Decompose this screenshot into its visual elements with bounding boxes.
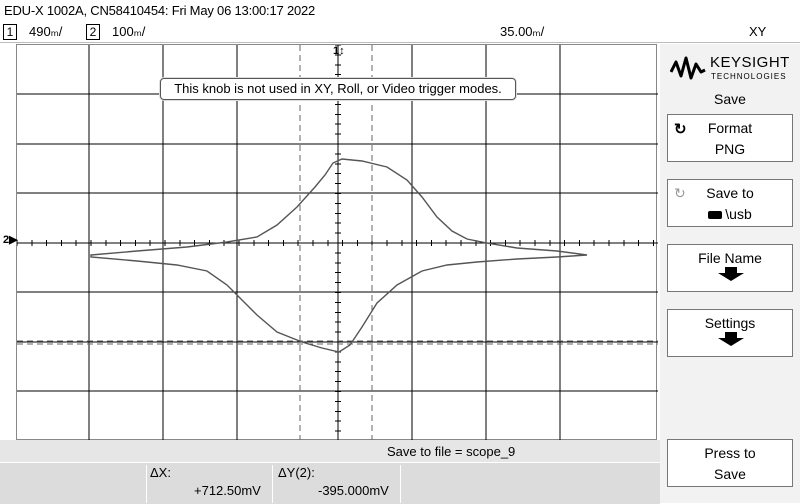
knob-warning-message: This knob is not used in XY, Roll, or Vi… bbox=[160, 78, 516, 100]
horizontal-mode: XY bbox=[749, 24, 767, 39]
bottom-panel: Save to file = scope_9 ΔX: +712.50mV ΔY(… bbox=[0, 440, 660, 504]
press-to-value: Save bbox=[714, 466, 746, 482]
format-label: Format bbox=[707, 120, 753, 136]
menu-title: Save bbox=[714, 91, 746, 107]
window-title: EDU-X 1002A, CN58410454: Fri May 06 13:0… bbox=[4, 3, 316, 18]
ch1-marker-label: 1 bbox=[333, 45, 340, 57]
ch1-ground-marker[interactable]: 1↕ bbox=[333, 45, 345, 57]
delta-y-value: -395.000mV bbox=[318, 483, 389, 498]
file-name-softkey[interactable]: File Name bbox=[667, 244, 793, 292]
settings-softkey[interactable]: Settings bbox=[667, 309, 793, 357]
submenu-arrow-icon bbox=[718, 332, 744, 346]
channel2-indicator[interactable]: 2 bbox=[86, 24, 100, 40]
rotate-knob-icon: ↻ bbox=[674, 185, 686, 201]
divider bbox=[146, 465, 147, 503]
status-bar: 1 490ₘ/ 2 100ₘ/ 35.00ₘ/ XY bbox=[0, 22, 800, 43]
ch2-marker-icon: ▶ bbox=[9, 234, 18, 246]
divider bbox=[272, 465, 273, 503]
brand-name: KEYSIGHT bbox=[710, 54, 790, 71]
softkey-panel: KEYSIGHT TECHNOLOGIES Save ↻ Format PNG … bbox=[660, 44, 800, 503]
channel2-scale: 100ₘ/ bbox=[112, 24, 146, 39]
press-to-save-softkey[interactable]: Press to Save bbox=[667, 439, 793, 487]
submenu-arrow-icon bbox=[718, 267, 744, 281]
delta-x-label: ΔX: bbox=[150, 465, 171, 480]
format-softkey[interactable]: ↻ Format PNG bbox=[667, 114, 793, 162]
save-to-value-row: \usb bbox=[668, 206, 792, 222]
ch2-ground-marker[interactable]: 2▶ bbox=[3, 233, 18, 246]
title-bar: EDU-X 1002A, CN58410454: Fri May 06 13:0… bbox=[0, 0, 800, 22]
settings-label: Settings bbox=[704, 315, 756, 331]
channel1-indicator[interactable]: 1 bbox=[3, 24, 17, 40]
save-to-file-label: Save to file = scope_9 bbox=[387, 444, 516, 459]
waveform-grid[interactable]: 1↕ 2▶ bbox=[3, 44, 658, 441]
divider bbox=[400, 465, 401, 503]
xy-trace bbox=[90, 158, 588, 353]
file-name-label: File Name bbox=[698, 250, 762, 266]
xy-display bbox=[17, 45, 658, 441]
keysight-wave-icon bbox=[670, 56, 706, 80]
delta-x-value: +712.50mV bbox=[194, 483, 261, 498]
timebase-scale: 35.00ₘ/ bbox=[500, 24, 545, 39]
format-value: PNG bbox=[714, 141, 746, 157]
cursors bbox=[17, 45, 658, 441]
usb-drive-icon bbox=[708, 211, 723, 220]
ch1-marker-icon: ↕ bbox=[339, 45, 345, 57]
press-to-label: Press to bbox=[704, 445, 756, 461]
save-to-label: Save to bbox=[706, 185, 754, 201]
rotate-knob-icon: ↻ bbox=[674, 121, 687, 138]
keysight-logo: KEYSIGHT TECHNOLOGIES bbox=[666, 48, 794, 86]
cursor-measurements: ΔX: +712.50mV ΔY(2): -395.000mV bbox=[0, 462, 660, 504]
brand-subtitle: TECHNOLOGIES bbox=[711, 72, 787, 81]
channel1-scale: 490ₘ/ bbox=[29, 24, 63, 39]
save-to-value: \usb bbox=[725, 206, 752, 222]
delta-y-label: ΔY(2): bbox=[278, 465, 315, 480]
ch2-marker-label: 2 bbox=[3, 234, 10, 246]
save-to-softkey[interactable]: ↻ Save to \usb bbox=[667, 179, 793, 227]
